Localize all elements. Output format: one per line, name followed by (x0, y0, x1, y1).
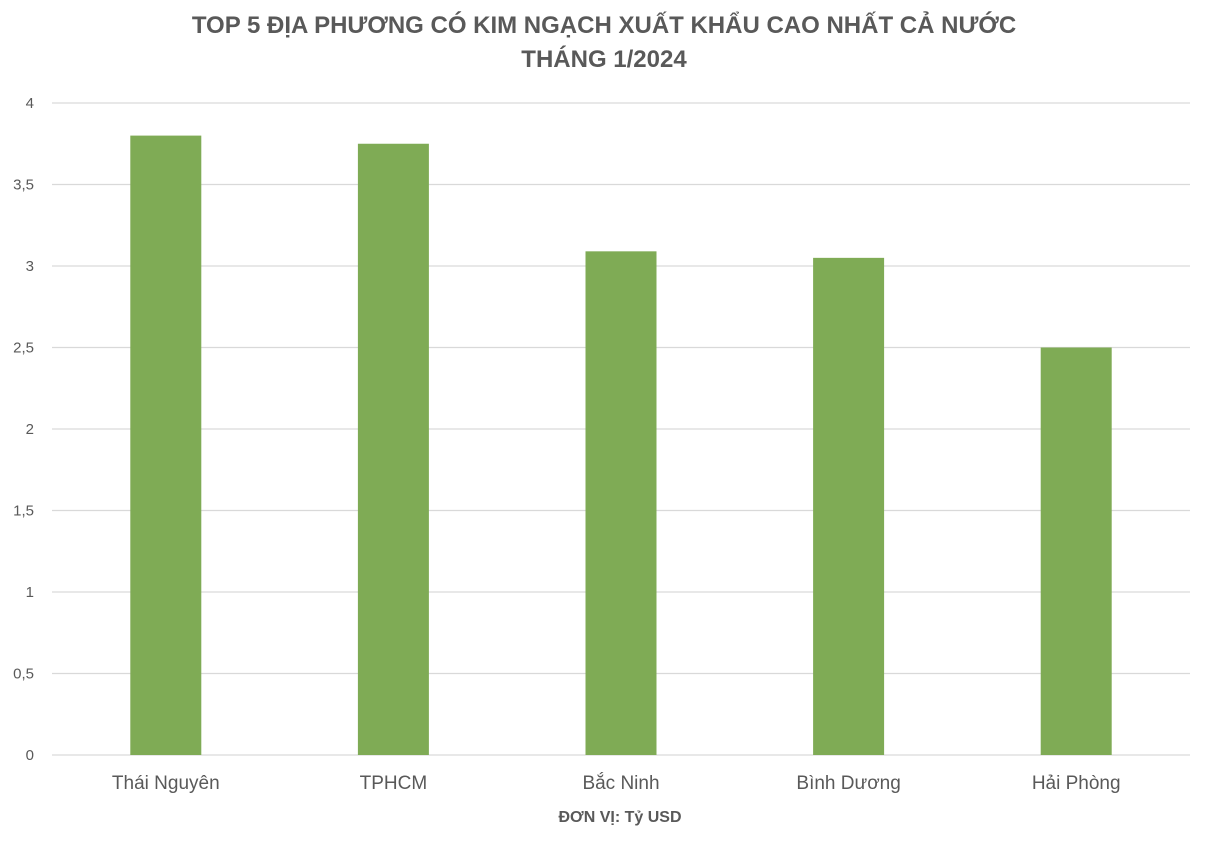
x-tick-label: Bắc Ninh (582, 772, 659, 794)
x-axis-label: ĐƠN VỊ: Tỷ USD (559, 809, 682, 826)
x-tick-label: Thái Nguyên (112, 773, 220, 794)
y-tick-label: 0,5 (13, 666, 34, 683)
y-tick-label: 1,5 (13, 503, 34, 520)
y-tick-label: 3 (26, 258, 34, 275)
bar (813, 257, 885, 755)
x-tick-label: Bình Dương (796, 773, 900, 794)
y-tick-label: 3,5 (13, 177, 34, 194)
y-tick-label: 0 (26, 747, 34, 764)
y-axis-ticks: 0 0,5 1 1,5 2 2,5 3 3,5 4 (13, 95, 34, 764)
y-tick-label: 2 (26, 421, 34, 438)
y-tick-label: 2,5 (13, 340, 34, 357)
bar (1040, 347, 1112, 755)
y-tick-label: 1 (26, 584, 34, 601)
chart-title-line-1: TOP 5 ĐỊA PHƯƠNG CÓ KIM NGẠCH XUẤT KHẨU … (191, 12, 1017, 39)
x-axis-ticks: Thái Nguyên TPHCM Bắc Ninh Bình Dương Hải Ph… (112, 772, 1121, 794)
bars (130, 135, 1112, 756)
bar (130, 135, 202, 756)
chart-title-line-2: THÁNG 1/2024 (521, 46, 687, 73)
x-tick-label: TPHCM (360, 773, 428, 794)
x-tick-label: Hải Phòng (1032, 773, 1121, 794)
y-tick-label: 4 (26, 95, 34, 112)
bar (357, 143, 429, 755)
bar (585, 251, 657, 755)
